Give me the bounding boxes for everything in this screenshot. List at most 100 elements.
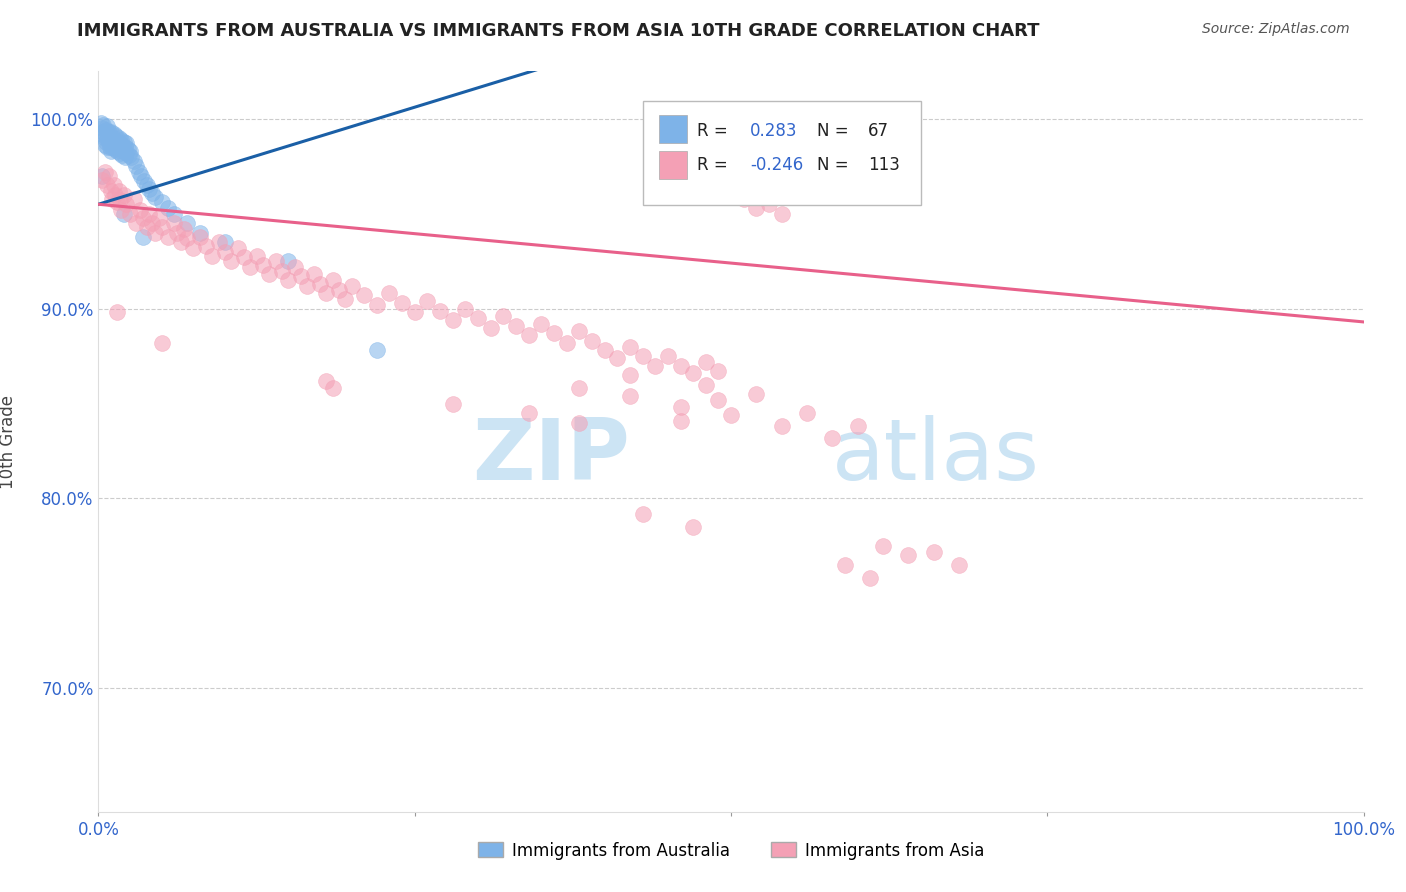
Point	[416, 294, 439, 309]
Point	[169, 235, 191, 250]
Point	[112, 187, 135, 202]
Point	[115, 197, 138, 211]
Point	[745, 387, 768, 401]
Point	[90, 115, 112, 129]
Point	[94, 123, 117, 137]
Point	[897, 549, 920, 563]
Point	[131, 169, 153, 183]
Point	[105, 138, 128, 153]
Point	[135, 178, 157, 193]
Text: N =: N =	[817, 156, 849, 174]
Point	[96, 120, 118, 134]
Point	[619, 340, 641, 354]
Point	[107, 184, 129, 198]
Point	[315, 286, 337, 301]
Point	[214, 244, 236, 259]
Point	[103, 178, 125, 193]
Point	[555, 335, 578, 350]
Point	[252, 258, 274, 272]
Point	[233, 251, 256, 265]
Point	[335, 292, 357, 306]
Legend: Immigrants from Australia, Immigrants from Asia: Immigrants from Australia, Immigrants fr…	[471, 835, 991, 866]
Point	[129, 202, 152, 217]
Point	[441, 396, 464, 410]
Point	[340, 278, 363, 293]
Point	[264, 254, 287, 268]
Point	[115, 136, 138, 151]
Point	[720, 408, 742, 422]
Point	[103, 127, 125, 141]
Point	[107, 144, 129, 158]
Point	[107, 130, 129, 145]
Point	[619, 368, 641, 383]
Point	[120, 207, 141, 221]
Point	[505, 318, 527, 333]
Point	[122, 192, 145, 206]
Point	[517, 406, 540, 420]
Point	[122, 153, 145, 168]
FancyBboxPatch shape	[643, 101, 921, 204]
Point	[104, 133, 127, 147]
Point	[530, 317, 553, 331]
Point	[107, 195, 129, 210]
Point	[259, 268, 281, 282]
Point	[176, 216, 198, 230]
Text: IMMIGRANTS FROM AUSTRALIA VS IMMIGRANTS FROM ASIA 10TH GRADE CORRELATION CHART: IMMIGRANTS FROM AUSTRALIA VS IMMIGRANTS …	[77, 22, 1040, 40]
Point	[194, 239, 218, 253]
Point	[219, 254, 243, 268]
Text: N =: N =	[817, 121, 849, 139]
Point	[91, 121, 114, 136]
Point	[353, 288, 375, 302]
Point	[290, 269, 312, 284]
Point	[517, 328, 540, 343]
Point	[201, 248, 224, 262]
Point	[145, 189, 166, 203]
Point	[834, 558, 856, 572]
Point	[176, 231, 198, 245]
Point	[138, 182, 160, 196]
Point	[114, 150, 136, 164]
Point	[707, 364, 730, 378]
Point	[581, 334, 603, 348]
Point	[277, 254, 299, 268]
Point	[284, 260, 307, 274]
Point	[922, 544, 945, 558]
Point	[101, 192, 124, 206]
Point	[103, 136, 125, 151]
Point	[226, 241, 249, 255]
Point	[309, 277, 332, 291]
Point	[112, 135, 135, 149]
Point	[720, 184, 742, 198]
Point	[150, 335, 173, 350]
Point	[112, 207, 135, 221]
Point	[163, 207, 186, 221]
Point	[682, 520, 704, 534]
Point	[110, 202, 132, 217]
Point	[120, 150, 142, 164]
Point	[270, 263, 294, 277]
Point	[104, 142, 127, 156]
Point	[669, 414, 692, 428]
Point	[188, 229, 211, 244]
Point	[125, 159, 148, 173]
Point	[135, 220, 157, 235]
Point	[872, 539, 894, 553]
Point	[859, 571, 882, 585]
Point	[118, 148, 141, 162]
Point	[669, 359, 692, 373]
Point	[93, 125, 115, 139]
Point	[619, 389, 641, 403]
Point	[96, 130, 118, 145]
Point	[846, 419, 869, 434]
Text: 67: 67	[868, 121, 889, 139]
Point	[93, 118, 115, 132]
Point	[111, 138, 134, 153]
Point	[101, 140, 124, 154]
Text: -0.246: -0.246	[751, 156, 803, 174]
Point	[321, 273, 344, 287]
Point	[277, 273, 299, 287]
Point	[479, 320, 502, 334]
Text: R =: R =	[697, 156, 728, 174]
Point	[214, 235, 236, 250]
Point	[108, 194, 131, 208]
